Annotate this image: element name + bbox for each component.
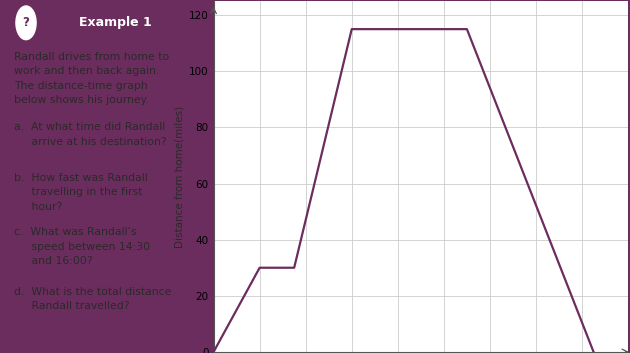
Text: Example 1: Example 1	[79, 16, 152, 29]
Text: b.  How fast was Randall
     travelling in the first
     hour?: b. How fast was Randall travelling in th…	[14, 173, 148, 212]
FancyBboxPatch shape	[4, 1, 163, 44]
Circle shape	[16, 6, 36, 40]
Text: d.  What is the total distance
     Randall travelled?: d. What is the total distance Randall tr…	[14, 287, 172, 311]
Text: ?: ?	[23, 16, 30, 29]
Text: a.  At what time did Randall
     arrive at his destination?: a. At what time did Randall arrive at hi…	[14, 122, 167, 146]
Y-axis label: Distance from home(miles): Distance from home(miles)	[175, 106, 185, 247]
Text: Randall drives from home to
work and then back again.
The distance-time graph
be: Randall drives from home to work and the…	[14, 52, 169, 105]
Text: c.  What was Randall’s
     speed between 14:30
     and 16:00?: c. What was Randall’s speed between 14:3…	[14, 227, 151, 266]
